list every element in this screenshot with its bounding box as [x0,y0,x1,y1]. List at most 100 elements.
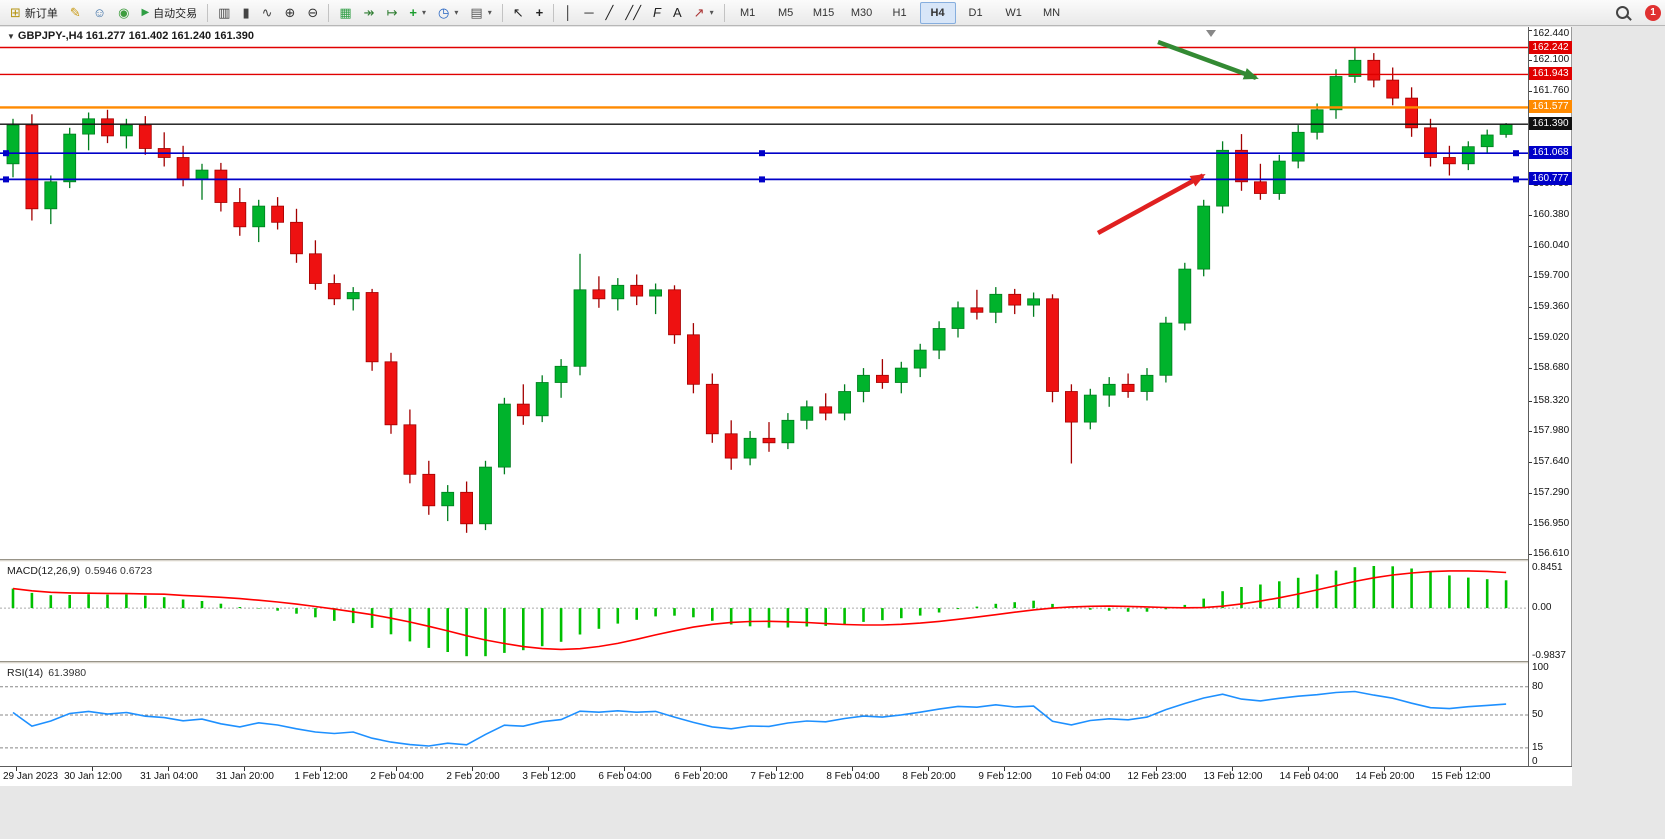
time-axis[interactable]: 29 Jan 2023 30 Jan 12:00 31 Jan 04:00 31 Ja… [0,766,1572,786]
bar-chart-icon: ▥ [218,5,231,20]
alerts-button[interactable]: ◉ [112,1,135,25]
time-tick-mark [396,767,397,771]
time-tick-mark [1156,767,1157,771]
search-button[interactable] [1610,1,1635,25]
macd-values: 0.5946 0.6723 [84,565,153,577]
time-tick-mark [168,767,169,771]
auto-scroll-button[interactable]: ↠ [358,1,381,25]
price-tick-mark [1529,431,1532,432]
auto-trading-button[interactable]: ▶ 自动交易 [135,1,203,25]
timeframe-button-m30[interactable]: M30 [850,6,873,19]
timeframe-button-m15[interactable]: M15 [812,6,835,19]
time-label: 29 Jan 2023 [3,771,59,782]
toolbar-separator [328,3,330,22]
time-label: 30 Jan 12:00 [64,771,122,782]
time-tick-mark [1004,767,1005,771]
time-tick-mark [624,767,625,771]
macd-scale-0.8451: 0.8451 [1532,562,1563,573]
text-tool-button[interactable]: A [667,1,688,25]
vertical-line-icon: │ [564,5,573,20]
arrows-tool-button[interactable]: ↗ ▾ [688,1,720,25]
community-button[interactable]: ☺ [87,1,112,25]
support-line-1[interactable] [0,150,1528,157]
pencil-icon: ✎ [69,5,81,20]
timeframe-button-d1[interactable]: D1 [968,6,983,19]
price-badge-161.943: 161.943 [1529,67,1572,80]
rsi-scale-80: 80 [1532,681,1544,692]
rsi-scale-15: 15 [1532,742,1544,753]
line-handle[interactable] [759,150,765,157]
bar-chart-button[interactable]: ▥ [212,1,236,25]
line-handle[interactable] [1513,176,1519,183]
line-handle[interactable] [759,176,765,183]
line-handle[interactable] [1513,150,1519,157]
vertical-line-tool-button[interactable]: │ [558,1,578,25]
periods-button[interactable]: ◷ ▾ [432,1,464,25]
cursor-tool-button[interactable]: ↖ [507,1,530,25]
line-handle[interactable] [3,150,9,157]
line-handle[interactable] [3,176,9,183]
quote-text: GBPJPY-,H4 161.277 161.402 161.240 161.3… [17,30,254,42]
channel-tool-button[interactable]: ╱╱ [619,1,647,25]
timeframe-button-m1[interactable]: M1 [739,6,756,19]
one-click-expander-icon[interactable]: ▼ [7,32,15,41]
price-chart-panel[interactable] [0,27,1528,559]
time-tick-mark [320,767,321,771]
rsi-scale-50: 50 [1532,709,1544,720]
crosshair-tool-button[interactable]: + [530,1,550,25]
time-label: 8 Feb 04:00 [826,771,880,782]
trendline-tool-button[interactable]: ╱ [600,1,620,25]
candlestick-icon: ▮ [242,5,250,20]
zoom-out-button[interactable]: ⊖ [301,1,324,25]
time-tick-mark [928,767,929,771]
templates-button[interactable]: ▤ ▾ [464,1,497,25]
price-tick-label: 159.700 [1533,270,1570,281]
timeframe-button-h4[interactable]: H4 [919,1,956,24]
price-axis[interactable]: 162.440162.100161.760160.730160.380160.0… [1528,27,1572,767]
tile-windows-button[interactable]: ▦ [333,1,357,25]
chart-shift-button[interactable]: ↦ [381,1,404,25]
horizontal-line-tool-button[interactable]: ─ [578,1,599,25]
macd-panel[interactable] [0,562,1528,661]
rsi-panel[interactable] [0,664,1528,766]
candlestick-chart-button[interactable]: ▮ [236,1,255,25]
chart-quote-line: ▼ GBPJPY-,H4 161.277 161.402 161.240 161.… [7,30,254,42]
chevron-down-icon: ▾ [454,8,459,17]
price-tick-mark [1529,554,1532,555]
rsi-scale-0: 0 [1532,756,1538,767]
toolbar-separator [553,3,555,22]
indicators-button[interactable]: + ▾ [403,1,432,25]
new-order-button[interactable]: ⊞ 新订单 [4,1,64,25]
support-line-2[interactable] [0,176,1528,183]
price-tick-mark [1529,246,1532,247]
time-tick-mark [1384,767,1385,771]
timeframe-button-mn[interactable]: MN [1043,6,1061,19]
panel-divider[interactable] [0,559,1572,562]
up-trend-arrow[interactable] [1096,173,1206,235]
timeframe-button-m5[interactable]: M5 [777,6,794,19]
time-label: 13 Feb 12:00 [1203,771,1263,782]
panel-divider[interactable] [0,661,1572,664]
crosshair-icon: + [535,5,544,20]
horizontal-line-icon: ─ [584,5,594,20]
price-tick-mark [1529,60,1532,61]
chart-shift-marker[interactable] [1206,30,1216,37]
timeframe-button-w1[interactable]: W1 [1005,6,1022,19]
timeframe-button-h1[interactable]: H1 [892,6,907,19]
timeframe-group: M1 M5 M15 M30 H1 H4 D1 W1 MN [729,1,1071,24]
macd-signal-line [12,570,1507,651]
time-tick-mark [1460,767,1461,771]
zoom-in-button[interactable]: ⊕ [279,1,302,25]
price-tick-label: 159.360 [1533,301,1570,312]
fibonacci-tool-button[interactable]: F [647,1,667,25]
time-tick-mark [548,767,549,771]
down-trend-arrow[interactable] [1157,39,1259,81]
fibonacci-icon: F [653,5,661,20]
time-tick-mark [776,767,777,771]
metaeditor-button[interactable]: ✎ [64,1,87,25]
notification-badge[interactable]: 1 [1645,4,1661,21]
time-label: 6 Feb 20:00 [674,771,728,782]
line-chart-button[interactable]: ∿ [256,1,279,25]
new-order-icon: ⊞ [10,5,21,20]
